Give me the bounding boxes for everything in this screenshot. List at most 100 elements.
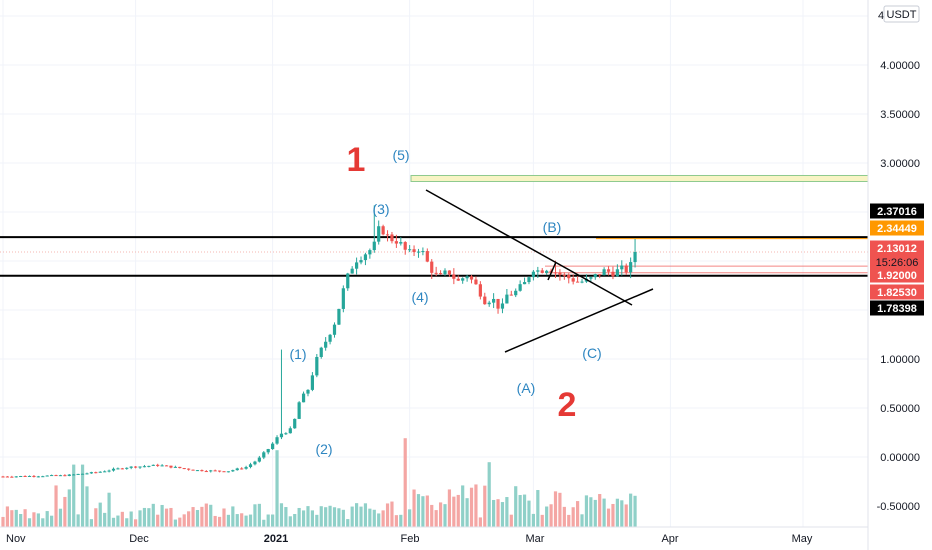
candle-body — [452, 274, 456, 279]
candle-body — [629, 262, 633, 273]
volume-bar — [160, 504, 164, 527]
candle-body — [505, 294, 509, 304]
candle-body — [235, 468, 239, 471]
time-tick-label: Apr — [661, 533, 678, 545]
candle-body — [416, 251, 421, 253]
volume-bar — [182, 514, 186, 527]
candle-body — [593, 274, 597, 278]
time-tick-label: Mar — [526, 533, 545, 545]
volume-bar — [624, 504, 628, 527]
volume-bar — [615, 498, 619, 527]
candle-body — [182, 468, 186, 470]
time-tick-label: Dec — [129, 533, 149, 545]
time-tick-label: May — [792, 533, 813, 545]
volume-bar — [518, 495, 522, 527]
candle-body — [142, 466, 147, 468]
volume-bar — [67, 489, 71, 527]
price-tag-label: 1.78398 — [877, 303, 917, 315]
volume-bar — [19, 514, 23, 527]
volume-bar — [58, 508, 63, 527]
volume-bar — [408, 509, 412, 527]
candle-body — [518, 284, 522, 291]
price-tag-label: 2.37016 — [877, 206, 917, 218]
candle-body — [288, 428, 292, 434]
volume-bar — [63, 496, 67, 527]
candle-body — [129, 466, 133, 468]
candle-body — [315, 356, 319, 376]
price-tag — [870, 267, 924, 283]
volume-bar — [222, 508, 226, 527]
volume-bar — [461, 485, 465, 527]
price-tag-label: 1.92000 — [877, 270, 917, 282]
price-axis[interactable]: 4.000003.500003.000002.500002.000001.500… — [867, 0, 924, 550]
candle-body — [178, 466, 182, 469]
candle-body — [483, 296, 487, 305]
time-tick-label: Nov — [6, 533, 26, 545]
candle-body — [98, 471, 102, 473]
candle-body — [350, 268, 354, 274]
candle-body — [293, 418, 297, 429]
candle-body — [151, 464, 155, 466]
volume-bar — [1, 516, 5, 527]
volume-bar — [14, 509, 18, 527]
price-tick-label: -0.50000 — [877, 501, 920, 513]
candle-body — [522, 282, 527, 285]
volume-bar — [598, 494, 602, 527]
candle-body — [5, 476, 10, 478]
volume-bar — [111, 517, 116, 527]
candle-body — [262, 452, 266, 458]
volume-bar — [478, 517, 482, 527]
volume-bar — [116, 515, 120, 527]
volume-bar — [72, 464, 76, 527]
candle-body — [297, 402, 301, 419]
volume-bar — [173, 519, 177, 527]
volume-bar — [324, 507, 328, 527]
volume-bar — [288, 516, 292, 527]
trendline — [504, 288, 654, 353]
volume-bar — [341, 509, 345, 527]
volume-bar — [284, 507, 288, 527]
volume-bar — [85, 486, 89, 527]
candle-body — [385, 234, 390, 236]
wave-label: (4) — [411, 289, 428, 305]
volume-bar — [483, 485, 487, 527]
candle-body — [399, 242, 403, 244]
candle-body — [571, 278, 575, 282]
candle-body — [434, 272, 438, 274]
volume-bar — [399, 514, 403, 527]
volume-bar — [138, 510, 142, 527]
volume-bar — [257, 503, 261, 527]
volume-bar — [421, 496, 425, 527]
time-tick-label: 2021 — [264, 533, 288, 545]
volume-bar — [337, 508, 341, 527]
candle-body — [200, 470, 204, 472]
volume-bar — [611, 503, 615, 527]
volume-bar — [522, 494, 527, 527]
volume-bar — [394, 515, 398, 527]
candle-body — [209, 470, 213, 472]
trendline — [425, 189, 633, 306]
candle-body — [496, 298, 500, 309]
candle-body — [562, 274, 566, 276]
volume-bar — [164, 508, 169, 527]
volume-bars — [1, 438, 637, 527]
candle-body — [474, 279, 478, 285]
volume-bar — [332, 507, 337, 527]
wave-label: (5) — [392, 147, 409, 163]
candle-body — [633, 252, 637, 263]
candle-body — [54, 475, 58, 477]
volume-bar — [156, 514, 160, 527]
volume-bar — [45, 511, 49, 527]
volume-bar — [434, 510, 438, 527]
candle-body — [80, 473, 85, 475]
volume-bar — [217, 516, 222, 527]
volume-bar — [187, 511, 191, 527]
candle-body — [173, 466, 177, 468]
volume-bar — [629, 493, 633, 527]
time-axis[interactable]: Nov Dec 2021 Feb Mar Apr May — [0, 526, 868, 545]
volume-bar — [275, 450, 279, 527]
candle-body — [1, 476, 5, 478]
volume-bar — [41, 518, 45, 527]
price-tick-label: 1.00000 — [880, 354, 920, 366]
